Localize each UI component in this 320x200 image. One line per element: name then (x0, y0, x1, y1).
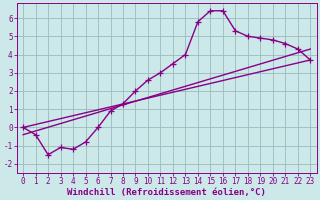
X-axis label: Windchill (Refroidissement éolien,°C): Windchill (Refroidissement éolien,°C) (67, 188, 266, 197)
